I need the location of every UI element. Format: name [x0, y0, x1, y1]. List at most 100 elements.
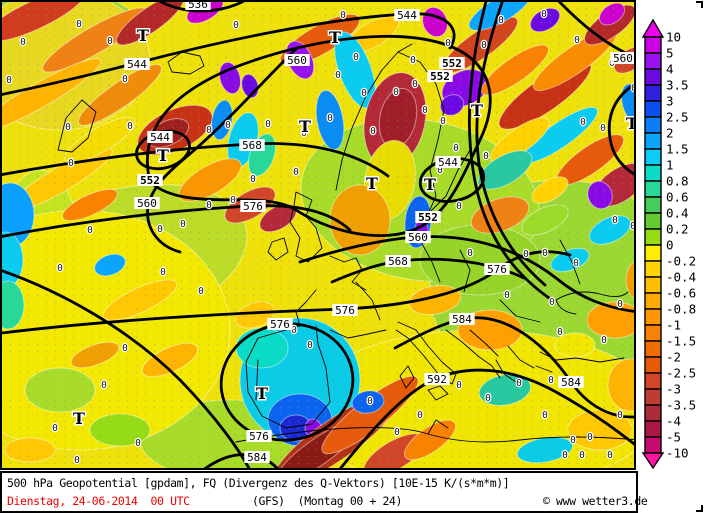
colorbar-box — [644, 116, 662, 134]
colorbar-tick-label: 3.5 — [666, 78, 689, 93]
contour-label: 584 — [247, 451, 267, 464]
contour-label-box — [124, 58, 150, 70]
zero-label: 0 — [52, 423, 58, 434]
colorbar-tick-label: -0.6 — [666, 286, 696, 301]
colorbar-box — [644, 228, 662, 246]
zero-label: 0 — [160, 267, 166, 278]
frame-corner-top-right — [696, 1, 703, 8]
zero-label: 0 — [370, 126, 376, 137]
map-border — [0, 0, 636, 470]
zero-label: 0 — [557, 327, 563, 338]
zero-label: 0 — [601, 335, 607, 346]
contour-label-box — [332, 304, 358, 316]
zero-label: 0 — [504, 290, 510, 301]
contour-label-box — [267, 318, 293, 330]
zero-label: 0 — [394, 427, 400, 438]
contour-label-box — [427, 70, 453, 82]
zero-label: 0 — [422, 105, 428, 116]
colorbar-tick-label: -1.5 — [666, 334, 696, 349]
zero-label: 0 — [498, 15, 504, 26]
colorbar-tick-label: -2.5 — [666, 366, 696, 381]
contour-label: 560 — [287, 54, 307, 67]
contour-label-box — [415, 211, 441, 223]
colorbar-tick-label: 10 — [666, 30, 681, 45]
zero-label: 0 — [301, 128, 307, 139]
zero-label: 0 — [367, 396, 373, 407]
contour-label-box — [424, 373, 450, 385]
zero-label: 0 — [65, 122, 71, 133]
low-center-marker: T — [424, 175, 436, 194]
zero-label: 0 — [76, 19, 82, 30]
zero-label: 0 — [579, 450, 585, 461]
colorbar-tick-label: -4 — [666, 414, 681, 429]
contour-label-box — [435, 156, 461, 168]
zero-label: 0 — [542, 410, 548, 421]
contour-label: 544 — [127, 58, 147, 71]
zero-label: 0 — [456, 201, 462, 212]
zero-label: 0 — [617, 299, 623, 310]
zero-label: 0 — [127, 121, 133, 132]
contour-label-box — [558, 376, 584, 388]
zero-label: 0 — [636, 350, 642, 361]
zero-label: 0 — [516, 378, 522, 389]
caption-box: 500 hPa Geopotential [gpdam], FQ (Diverg… — [0, 471, 648, 513]
zero-label: 0 — [467, 248, 473, 259]
zero-label: 0 — [437, 165, 443, 176]
colorbar-box — [644, 84, 662, 102]
zero-label: 0 — [122, 343, 128, 354]
colorbar-box — [644, 212, 662, 230]
zero-label: 0 — [206, 125, 212, 136]
chart-title: 500 hPa Geopotential [gpdam], FQ (Diverg… — [7, 476, 510, 490]
colorbar-tick-label: -3.5 — [666, 398, 696, 413]
colorbar-box — [644, 276, 662, 294]
contour-label: 560 — [613, 52, 633, 65]
contour-label-box — [449, 313, 475, 325]
contour-label-box — [484, 263, 510, 275]
zero-label: 0 — [107, 36, 113, 47]
zero-label: 0 — [206, 200, 212, 211]
contour-label-box — [134, 197, 160, 209]
colorbar-tick-label: -0.4 — [666, 270, 696, 285]
colorbar-box — [644, 308, 662, 326]
zero-label: 0 — [122, 74, 128, 85]
zero-label: 0 — [453, 143, 459, 154]
contour-label: 552 — [430, 70, 450, 83]
contour-label: 576 — [249, 430, 269, 443]
zero-label: 0 — [293, 167, 299, 178]
zero-label: 0 — [157, 224, 163, 235]
colorbar-box — [644, 244, 662, 262]
zero-label: 0 — [617, 410, 623, 421]
zero-label: 0 — [630, 221, 636, 232]
zero-label: 0 — [570, 435, 576, 446]
contour-label-box — [147, 131, 173, 143]
colorbar-tick-label: -3 — [666, 382, 681, 397]
zero-label: 0 — [549, 297, 555, 308]
colorbar-box — [644, 164, 662, 182]
colorbar-box — [644, 196, 662, 214]
contour-label-box — [246, 430, 272, 442]
zero-label: 0 — [87, 225, 93, 236]
colorbar-tick-label: 1.5 — [666, 142, 689, 157]
colorbar-box — [644, 388, 662, 406]
zero-label: 0 — [574, 35, 580, 46]
colorbar-box — [644, 36, 662, 54]
zero-label: 0 — [548, 375, 554, 386]
zero-label: 0 — [562, 450, 568, 461]
zero-label: 0 — [456, 380, 462, 391]
low-center-marker: T — [299, 117, 311, 136]
contour-label-box — [284, 54, 310, 66]
low-center-marker: T — [329, 28, 341, 47]
colorbar-tick-label: 1 — [666, 158, 674, 173]
colorbar-box — [644, 340, 662, 358]
zero-label: 0 — [291, 325, 297, 336]
zero-label: 0 — [74, 455, 80, 466]
colorbar-tick-label: -10 — [666, 446, 689, 461]
zero-label: 0 — [327, 113, 333, 124]
colorbar-box — [644, 180, 662, 198]
colorbar-tick-label: -0.8 — [666, 302, 696, 317]
contour-label-box — [405, 231, 431, 243]
contour-label-box — [610, 52, 635, 64]
contour-label: 576 — [335, 304, 355, 317]
